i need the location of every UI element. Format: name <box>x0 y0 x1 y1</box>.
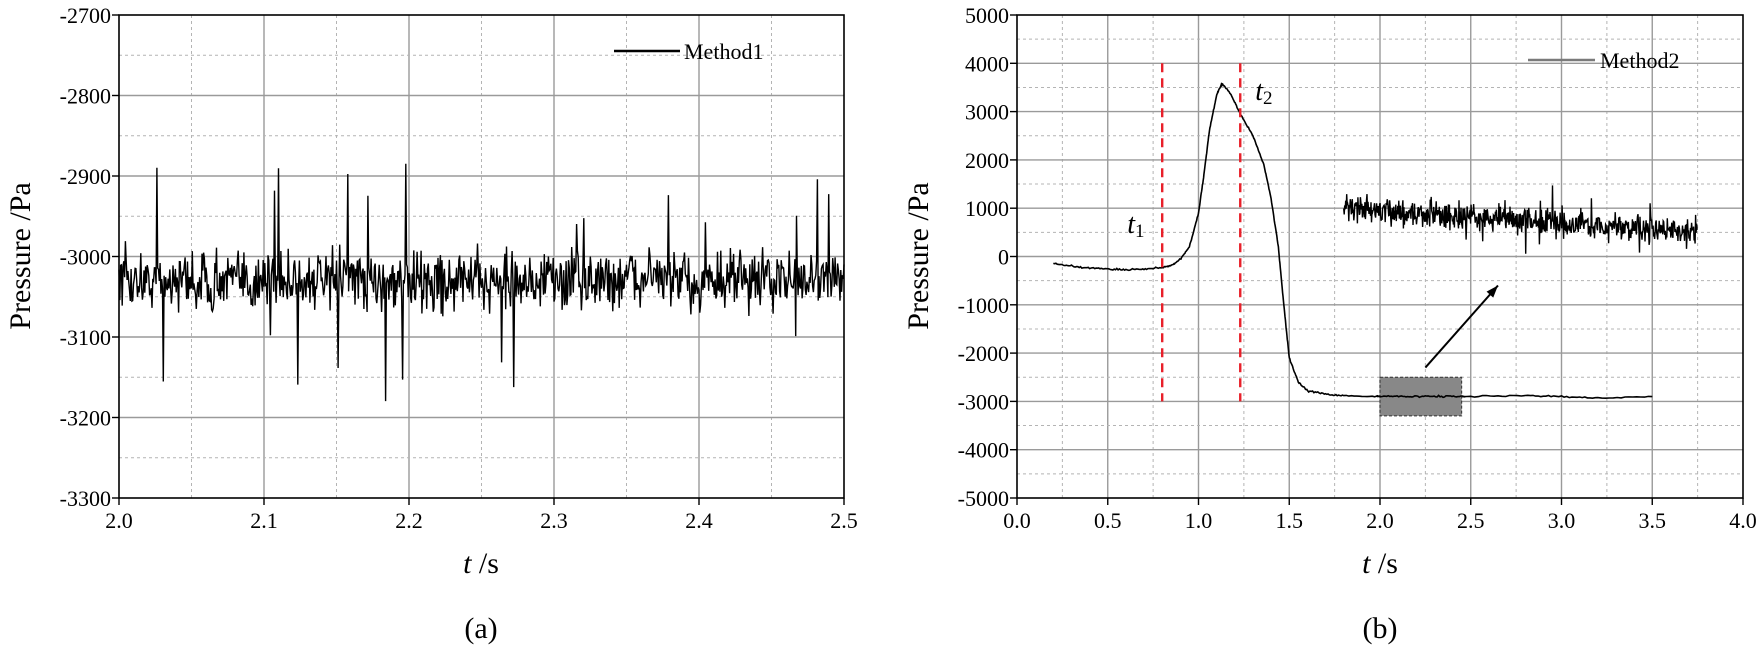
x-tick-label: 2.0 <box>105 508 133 533</box>
x-axis-unit-b: /s <box>1370 547 1398 580</box>
x-tick-label: 3.5 <box>1639 508 1667 533</box>
y-axis-title-a: Pressure /Pa <box>4 182 37 329</box>
x-axis-title-b: t /s <box>1362 547 1398 580</box>
x-tick-label: 2.4 <box>685 508 713 533</box>
zoom-arrow-head <box>1486 285 1498 298</box>
y-tick-label: 3000 <box>965 100 1009 125</box>
x-tick-label: 2.5 <box>830 508 858 533</box>
x-tick-label: 1.5 <box>1276 508 1304 533</box>
time-marker-label-1: t1 <box>1127 209 1144 242</box>
y-tick-label: -2700 <box>60 3 111 28</box>
x-axis-var-a: t <box>463 547 472 580</box>
x-tick-label: 0.5 <box>1094 508 1122 533</box>
y-tick-label: -3300 <box>60 486 111 511</box>
grid-a <box>119 15 844 498</box>
y-tick-label: -5000 <box>958 486 1009 511</box>
legend-b: Method2 <box>1528 48 1679 73</box>
panel-label-b: (b) <box>1363 612 1398 645</box>
grid-b <box>1017 15 1743 498</box>
y-tick-label: 0 <box>998 245 1009 270</box>
legend-label-method2: Method2 <box>1600 48 1679 73</box>
y-tick-label: -2800 <box>60 84 111 109</box>
ticks-b: 0.0 0.5 1.0 1.5 2.0 2.5 3.0 3.5 4.0 5000 4000 3000 2… <box>958 3 1757 533</box>
y-tick-label: -3100 <box>60 325 111 350</box>
x-axis-unit-a: /s <box>471 547 499 580</box>
y-tick-label: 2000 <box>965 148 1009 173</box>
x-tick-label: 2.5 <box>1457 508 1485 533</box>
y-tick-label: -2000 <box>958 341 1009 366</box>
y-tick-label: -3200 <box>60 406 111 431</box>
annotations-b: t1 t2 <box>1127 63 1698 417</box>
time-marker-label-2: t2 <box>1255 76 1272 109</box>
legend-label-method1: Method1 <box>684 39 763 64</box>
x-tick-label: 1.0 <box>1185 508 1213 533</box>
x-tick-label: 0.0 <box>1003 508 1031 533</box>
chart-panel-a: 2.0 2.1 2.2 2.3 2.4 2.5 -2700 -2800 -2900 -3000 -3… <box>4 3 858 645</box>
series-method1 <box>118 163 845 402</box>
y-tick-label: 1000 <box>965 196 1009 221</box>
line-method2-zoomed-segment <box>1376 394 1466 399</box>
panel-label-a: (a) <box>464 612 497 645</box>
y-tick-label: -3000 <box>958 389 1009 414</box>
x-axis-title-a: t /s <box>463 547 499 580</box>
y-tick-label: 5000 <box>965 3 1009 28</box>
x-tick-label: 2.0 <box>1366 508 1394 533</box>
y-tick-label: -4000 <box>958 438 1009 463</box>
x-axis-var-b: t <box>1362 547 1371 580</box>
y-tick-label: -2900 <box>60 164 111 189</box>
y-tick-label: 4000 <box>965 51 1009 76</box>
legend-a: Method1 <box>614 39 763 64</box>
x-tick-label: 4.0 <box>1729 508 1757 533</box>
ticks-a: 2.0 2.1 2.2 2.3 2.4 2.5 -2700 -2800 -2900 -3000 -3… <box>60 3 858 533</box>
y-tick-label: -3000 <box>60 245 111 270</box>
x-tick-label: 2.1 <box>250 508 278 533</box>
x-tick-label: 2.2 <box>395 508 423 533</box>
y-axis-title-b: Pressure /Pa <box>902 182 935 329</box>
line-method1 <box>118 163 845 402</box>
chart-panel-b: t1 t2 0.0 0.5 1.0 1.5 2.0 2.5 3.0 3.5 4.0 5000 4000… <box>902 3 1757 645</box>
x-tick-label: 3.0 <box>1548 508 1576 533</box>
zoom-arrow <box>1424 284 1499 369</box>
inset-zoomed-trace <box>1343 185 1698 254</box>
y-tick-label: -1000 <box>958 293 1009 318</box>
x-tick-label: 2.3 <box>540 508 568 533</box>
